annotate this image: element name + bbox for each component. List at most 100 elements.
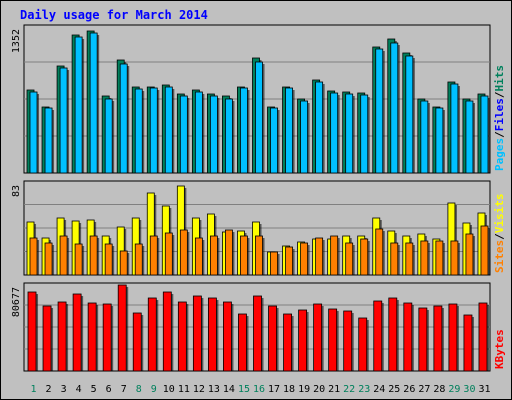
visits-sites-bar-sites-17 <box>270 251 278 276</box>
x-tick-label-2: 2 <box>46 384 52 395</box>
hits-files-pages-bar-pages-10 <box>164 86 173 174</box>
hits-files-pages-bar-pages-1 <box>29 91 38 174</box>
x-tick-label-3: 3 <box>61 384 67 395</box>
hits-files-pages-bar-pages-8 <box>134 88 143 174</box>
kbytes-bar-kbytes-29 <box>448 303 458 372</box>
hits-files-pages-bar-pages-21 <box>330 92 339 174</box>
kbytes-bar-kbytes-17 <box>268 305 277 372</box>
kbytes-bar-kbytes-12 <box>192 295 202 372</box>
x-tick-label-1: 1 <box>31 384 37 395</box>
x-tick-label-11: 11 <box>178 384 190 395</box>
hits-files-pages-legend-pages: Pages <box>493 138 506 171</box>
x-tick-label-30: 30 <box>463 384 475 395</box>
visits-sites-bar-sites-27 <box>420 240 429 276</box>
kbytes-bar-kbytes-10 <box>162 291 172 372</box>
hits-files-pages-bar-pages-25 <box>390 42 399 174</box>
kbytes-bar-kbytes-20 <box>313 303 323 372</box>
visits-sites-bar-sites-11 <box>179 229 188 276</box>
kbytes-bar-kbytes-30 <box>463 314 473 372</box>
visits-sites-bar-sites-12 <box>194 237 203 276</box>
kbytes-bar-kbytes-25 <box>388 297 398 372</box>
visits-sites-bar-sites-16 <box>255 235 263 276</box>
visits-sites-bar-sites-14 <box>225 229 233 276</box>
x-tick-label-25: 25 <box>388 384 400 395</box>
visits-sites-bar-sites-18 <box>285 246 293 276</box>
kbytes-legend-kbytes: KBytes <box>493 329 506 369</box>
hits-files-pages-bar-pages-3 <box>59 67 68 174</box>
kbytes-bar-kbytes-15 <box>238 313 247 372</box>
kbytes-bar-kbytes-28 <box>433 305 443 372</box>
hits-files-pages-bar-pages-14 <box>225 98 233 174</box>
x-tick-label-23: 23 <box>358 384 370 395</box>
hits-files-pages-bar-pages-31 <box>480 95 489 174</box>
x-tick-label-31: 31 <box>478 384 490 395</box>
hits-files-pages-legend-files: Files <box>493 98 506 131</box>
visits-sites-bar-sites-24 <box>375 228 384 276</box>
hits-files-pages-bar-pages-15 <box>240 87 248 174</box>
hits-files-pages-bar-pages-20 <box>315 81 324 174</box>
visits-sites-bar-sites-7 <box>119 250 128 276</box>
hits-files-pages-bar-pages-26 <box>405 55 414 174</box>
kbytes-bar-kbytes-31 <box>478 302 488 372</box>
hits-files-pages-bar-pages-11 <box>179 95 188 174</box>
hits-files-pages-legend-separator: / <box>493 91 506 98</box>
x-tick-label-27: 27 <box>418 384 430 395</box>
x-tick-label-12: 12 <box>193 384 205 395</box>
visits-sites-bar-sites-23 <box>360 238 369 276</box>
x-tick-label-21: 21 <box>328 384 340 395</box>
x-tick-label-24: 24 <box>373 384 385 395</box>
x-tick-label-17: 17 <box>268 384 280 395</box>
hits-files-pages-bar-pages-23 <box>360 94 369 174</box>
hits-files-pages-bar-pages-24 <box>375 48 384 174</box>
hits-files-pages-bar-pages-19 <box>300 100 309 174</box>
visits-sites-bar-sites-15 <box>240 235 248 276</box>
visits-sites-bar-sites-20 <box>315 237 324 276</box>
visits-sites-bar-sites-31 <box>480 225 489 276</box>
x-tick-label-13: 13 <box>208 384 220 395</box>
visits-sites-bar-sites-26 <box>405 242 414 276</box>
hits-files-pages-bar-pages-30 <box>465 100 474 174</box>
x-tick-label-5: 5 <box>91 384 97 395</box>
x-tick-label-15: 15 <box>238 384 250 395</box>
kbytes-bar-kbytes-26 <box>403 302 413 372</box>
x-tick-label-26: 26 <box>403 384 415 395</box>
visits-sites-legend-sites: Sites <box>493 240 506 273</box>
hits-files-pages-legend-hits: Hits <box>493 65 506 92</box>
visits-sites-bar-sites-2 <box>44 242 53 276</box>
kbytes-bar-kbytes-9 <box>147 297 157 372</box>
kbytes-bar-kbytes-1 <box>27 291 37 372</box>
x-tick-label-28: 28 <box>433 384 445 395</box>
kbytes-bar-kbytes-19 <box>298 309 308 372</box>
x-tick-label-7: 7 <box>121 384 127 395</box>
kbytes-bar-kbytes-11 <box>177 301 187 372</box>
hits-files-pages-bar-pages-9 <box>149 87 158 174</box>
kbytes-bar-kbytes-18 <box>283 313 292 372</box>
hits-files-pages-bar-pages-18 <box>285 87 293 174</box>
kbytes-bar-kbytes-7 <box>117 284 127 372</box>
hits-files-pages-bar-pages-28 <box>435 107 444 174</box>
hits-files-pages-bar-pages-2 <box>44 107 53 174</box>
hits-files-pages-bar-pages-17 <box>270 107 278 174</box>
visits-sites-bar-sites-19 <box>300 242 309 276</box>
hits-files-pages-bar-pages-6 <box>104 98 113 174</box>
kbytes-bar-kbytes-27 <box>418 307 428 372</box>
kbytes-bar-kbytes-24 <box>373 300 383 372</box>
hits-files-pages-bar-pages-12 <box>194 91 203 174</box>
kbytes-bar-kbytes-23 <box>358 317 368 372</box>
kbytes-bar-kbytes-4 <box>72 293 82 372</box>
visits-sites-bar-sites-29 <box>450 240 459 276</box>
x-tick-label-20: 20 <box>313 384 325 395</box>
visits-sites-legend-separator: / <box>493 233 506 240</box>
visits-sites-legend: Sites/Visits <box>493 194 506 274</box>
hits-files-pages-bar-pages-5 <box>89 32 98 174</box>
visits-sites-legend-visits: Visits <box>493 194 506 234</box>
x-tick-label-14: 14 <box>223 384 235 395</box>
visits-sites-bar-sites-30 <box>465 233 474 276</box>
hits-files-pages-bar-pages-13 <box>209 95 218 174</box>
hits-files-pages-bar-pages-4 <box>74 36 83 174</box>
x-tick-label-22: 22 <box>343 384 355 395</box>
kbytes-bar-kbytes-22 <box>343 310 353 372</box>
x-tick-label-29: 29 <box>448 384 460 395</box>
chart-title: Daily usage for March 2014 <box>20 8 208 22</box>
